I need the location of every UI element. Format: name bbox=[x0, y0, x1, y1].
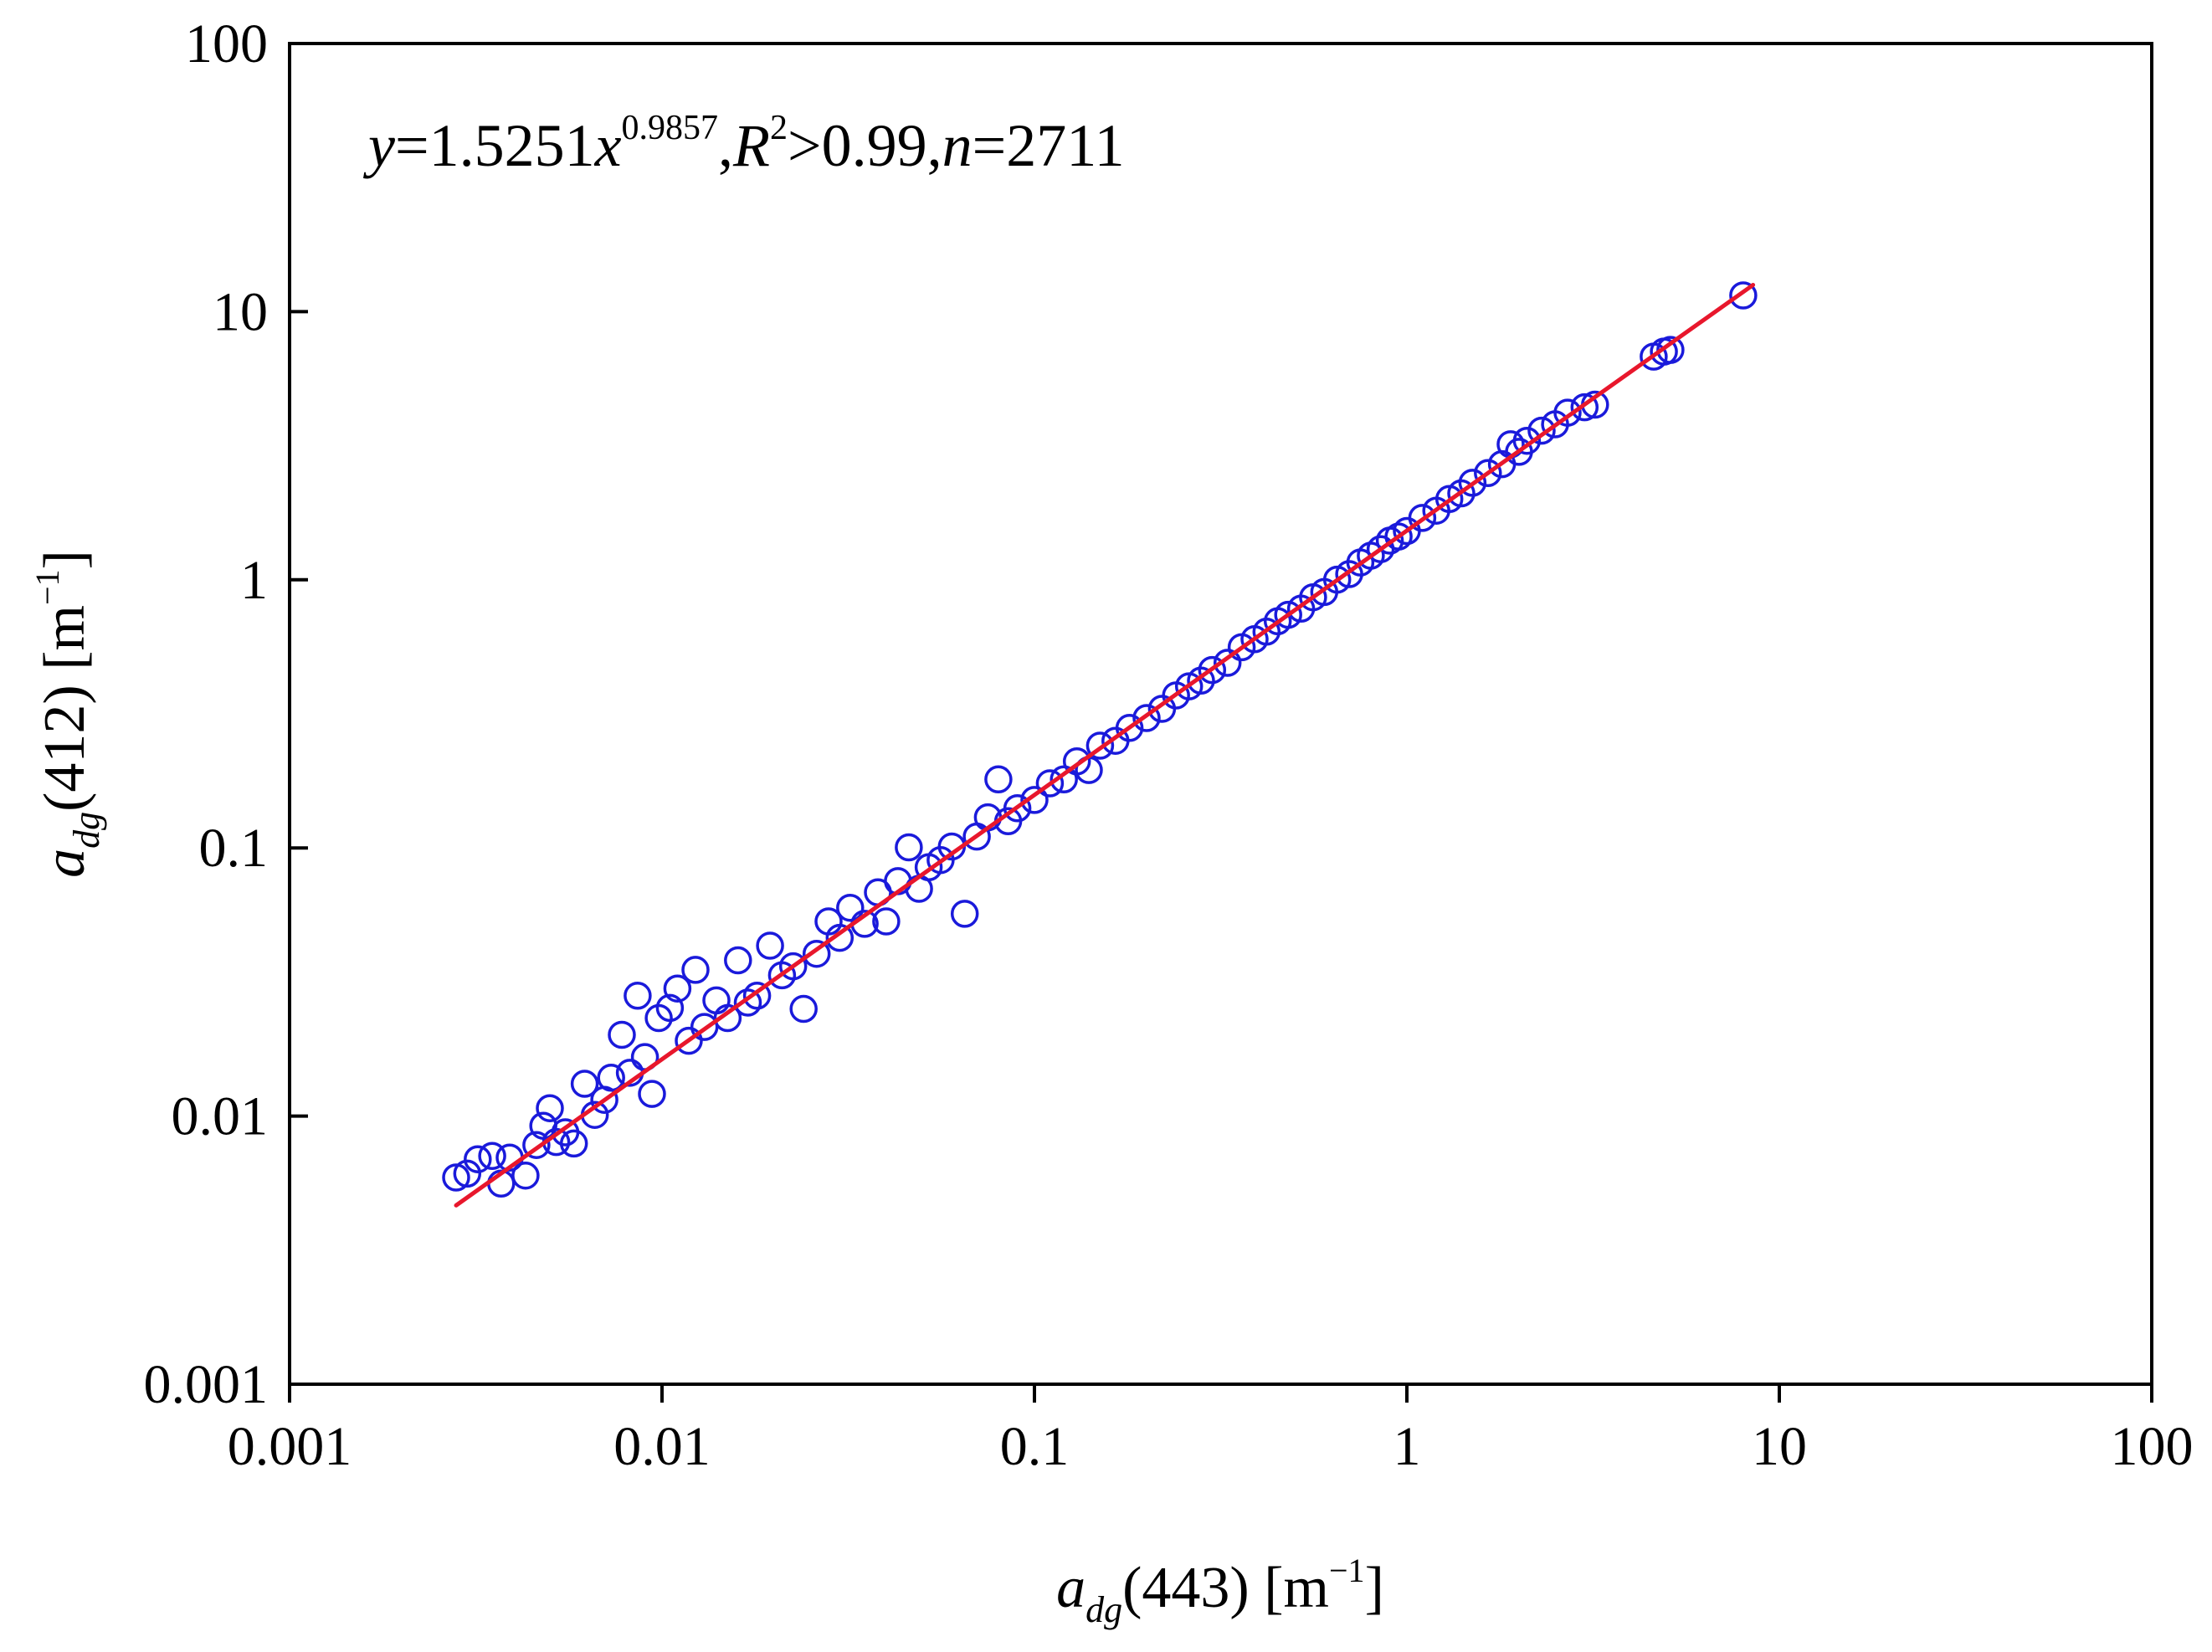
data-point bbox=[1656, 336, 1685, 364]
x-title-close: ] bbox=[1365, 1556, 1384, 1620]
annot-y: y bbox=[362, 112, 395, 179]
plot-frame bbox=[288, 42, 2153, 1386]
data-point bbox=[675, 1026, 703, 1055]
annot-x: x bbox=[594, 112, 622, 179]
data-point bbox=[597, 1064, 625, 1092]
data-point bbox=[742, 982, 772, 1010]
y-tick-label: 0.01 bbox=[172, 1086, 269, 1147]
x-tick-label: 0.1 bbox=[1000, 1416, 1070, 1477]
fit-line-group bbox=[454, 283, 1756, 1208]
annot-comma: , bbox=[718, 112, 733, 179]
x-title-a: a bbox=[1056, 1556, 1085, 1620]
data-point bbox=[478, 1142, 506, 1171]
data-point bbox=[1274, 600, 1302, 629]
x-tick-label: 1 bbox=[1393, 1416, 1421, 1477]
data-point bbox=[624, 982, 652, 1010]
y-tick-label: 10 bbox=[213, 281, 268, 342]
data-point bbox=[464, 1145, 492, 1173]
y-tick-label: 0.001 bbox=[144, 1354, 269, 1415]
y-title-sup: −1 bbox=[28, 569, 66, 605]
data-point bbox=[522, 1131, 551, 1159]
data-point bbox=[655, 993, 685, 1023]
annot-n: n bbox=[942, 112, 973, 179]
data-point bbox=[442, 1163, 470, 1192]
y-tick-label: 0.1 bbox=[199, 818, 269, 879]
data-point bbox=[895, 833, 923, 862]
data-point bbox=[802, 939, 831, 968]
data-point bbox=[1570, 392, 1599, 422]
data-point bbox=[702, 986, 731, 1015]
data-point bbox=[1213, 649, 1242, 677]
y-title-rest: (412) [m bbox=[33, 605, 97, 812]
data-point bbox=[1050, 765, 1078, 794]
data-point bbox=[1132, 704, 1161, 732]
data-point bbox=[1512, 426, 1542, 455]
y-axis-ticks: 0.001 0.01 0.1 1 10 100 bbox=[144, 13, 308, 1415]
data-point bbox=[681, 956, 710, 984]
data-point bbox=[663, 974, 692, 1003]
data-point bbox=[756, 931, 784, 960]
data-point bbox=[836, 893, 865, 922]
data-point bbox=[570, 1070, 599, 1098]
annot-n-value: =2711 bbox=[973, 112, 1125, 179]
annot-exponent: 0.9857 bbox=[622, 109, 719, 147]
data-point bbox=[1458, 469, 1487, 497]
x-tick-label: 100 bbox=[2111, 1416, 2194, 1477]
data-point bbox=[638, 1080, 666, 1108]
data-point bbox=[1527, 416, 1556, 445]
data-point bbox=[950, 900, 979, 928]
data-point bbox=[872, 907, 901, 936]
data-point bbox=[1729, 281, 1758, 310]
data-point bbox=[825, 923, 855, 952]
data-point bbox=[733, 988, 762, 1017]
data-point bbox=[1198, 655, 1227, 685]
y-title-a: a bbox=[33, 849, 97, 878]
data-point bbox=[1003, 794, 1032, 823]
data-point bbox=[559, 1129, 588, 1158]
data-point bbox=[1384, 522, 1413, 551]
y-tick-label: 100 bbox=[185, 13, 268, 74]
scatter-points bbox=[442, 281, 1758, 1198]
data-point bbox=[789, 994, 818, 1024]
data-point bbox=[1553, 398, 1582, 427]
x-title-sup: −1 bbox=[1329, 1552, 1365, 1589]
annot-coef: =1.5251 bbox=[395, 112, 595, 179]
fit-line bbox=[454, 283, 1756, 1208]
x-axis-title: adg(443) [m−1] bbox=[1056, 1552, 1384, 1630]
annot-r2: >0.99, bbox=[788, 112, 942, 179]
x-tick-label: 0.001 bbox=[228, 1416, 352, 1477]
data-point bbox=[778, 952, 808, 981]
data-point bbox=[536, 1094, 564, 1122]
data-point bbox=[453, 1159, 482, 1188]
data-point bbox=[1408, 504, 1437, 532]
data-point bbox=[1474, 459, 1502, 488]
equation-annotation: y=1.5251x0.9857,R2>0.99,n=2711 bbox=[362, 109, 1125, 179]
x-title-sub: dg bbox=[1085, 1589, 1122, 1630]
data-point bbox=[511, 1161, 540, 1190]
data-point bbox=[1085, 731, 1115, 760]
data-point bbox=[1115, 714, 1144, 742]
x-tick-label: 10 bbox=[1752, 1416, 1807, 1477]
x-axis-ticks: 0.001 0.01 0.1 1 10 100 bbox=[228, 1384, 2194, 1477]
annot-R-sup: 2 bbox=[770, 109, 788, 147]
data-point bbox=[984, 765, 1013, 794]
y-title-sub: dg bbox=[66, 812, 107, 849]
x-title-rest: (443) [m bbox=[1122, 1556, 1329, 1620]
data-point bbox=[608, 1020, 636, 1049]
data-point bbox=[713, 1003, 742, 1033]
y-title-close: ] bbox=[33, 550, 97, 569]
data-point bbox=[724, 946, 752, 975]
y-axis-title: adg(412) [m−1] bbox=[28, 550, 107, 878]
data-point bbox=[1020, 786, 1049, 814]
annot-R: R bbox=[732, 112, 770, 179]
x-tick-label: 0.01 bbox=[613, 1416, 711, 1477]
y-tick-label: 1 bbox=[240, 550, 268, 611]
data-point bbox=[1035, 769, 1065, 798]
